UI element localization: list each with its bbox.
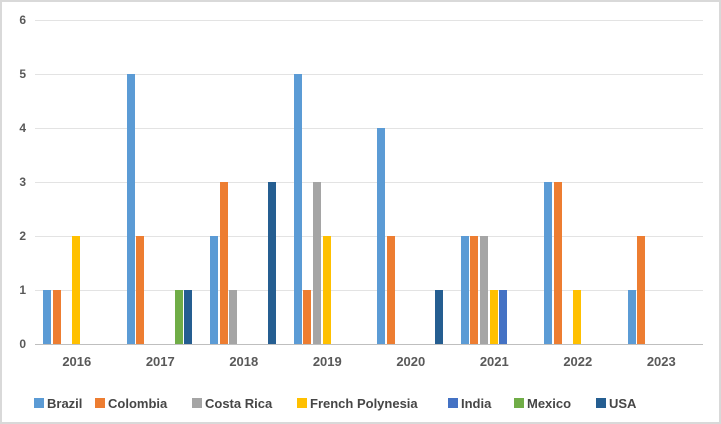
bar-brazil-2019 bbox=[293, 74, 302, 344]
legend-item-mexico: Mexico bbox=[514, 394, 571, 412]
bar-brazil-2023 bbox=[627, 290, 636, 344]
legend-swatch-icon bbox=[514, 398, 524, 408]
bar-costa-rica-2018 bbox=[229, 290, 238, 344]
bar-usa-2017 bbox=[184, 290, 193, 344]
x-axis-tick-label: 2018 bbox=[229, 354, 259, 369]
bar-colombia-2018 bbox=[219, 182, 228, 344]
plot-area bbox=[35, 20, 703, 345]
bar-colombia-2016 bbox=[52, 290, 61, 344]
legend-label: Costa Rica bbox=[205, 395, 273, 411]
gridline bbox=[35, 236, 703, 237]
y-axis-tick-label: 6 bbox=[19, 13, 26, 27]
bar-usa-2018 bbox=[267, 182, 276, 344]
bar-colombia-2021 bbox=[470, 236, 479, 344]
legend-swatch-icon bbox=[192, 398, 202, 408]
y-axis-tick-label: 2 bbox=[19, 229, 26, 243]
y-axis-tick-label: 5 bbox=[19, 67, 26, 81]
legend-item-french-polynesia: French Polynesia bbox=[297, 394, 418, 412]
bar-usa-2020 bbox=[434, 290, 443, 344]
bar-french-polynesia-2019 bbox=[322, 236, 331, 344]
x-axis-tick-label: 2021 bbox=[479, 354, 509, 369]
bar-brazil-2018 bbox=[210, 236, 219, 344]
x-axis-line bbox=[35, 344, 703, 345]
legend: Brazil Colombia Costa Rica French Polynesia… bbox=[2, 394, 719, 416]
legend-label: Mexico bbox=[527, 395, 572, 411]
bar-brazil-2017 bbox=[126, 74, 135, 344]
bar-french-polynesia-2016 bbox=[72, 236, 80, 344]
legend-item-usa: USA bbox=[596, 394, 636, 412]
bar-mexico-2017 bbox=[174, 290, 183, 344]
gridline bbox=[35, 128, 703, 129]
legend-label: India bbox=[461, 395, 492, 411]
bar-colombia-2020 bbox=[386, 236, 395, 344]
x-axis-tick-label: 2022 bbox=[563, 354, 593, 369]
legend-label: Colombia bbox=[108, 395, 168, 411]
y-axis-tick-label: 0 bbox=[19, 337, 26, 351]
bar-brazil-2022 bbox=[544, 182, 553, 344]
x-axis-tick-label: 2023 bbox=[646, 354, 676, 369]
gridline bbox=[35, 74, 703, 75]
bar-brazil-2020 bbox=[377, 128, 386, 344]
x-axis-tick-label: 2020 bbox=[396, 354, 426, 369]
legend-item-colombia: Colombia bbox=[95, 394, 167, 412]
legend-swatch-icon bbox=[95, 398, 105, 408]
legend-label: French Polynesia bbox=[310, 395, 418, 411]
bar-india-2021 bbox=[499, 290, 507, 344]
x-axis-tick-label: 2019 bbox=[312, 354, 342, 369]
legend-swatch-icon bbox=[596, 398, 606, 408]
bar-costa-rica-2021 bbox=[479, 236, 488, 344]
gridline bbox=[35, 20, 703, 21]
y-axis-tick-label: 3 bbox=[19, 175, 26, 189]
bar-brazil-2016 bbox=[43, 290, 52, 344]
bar-colombia-2019 bbox=[303, 290, 312, 344]
legend-swatch-icon bbox=[34, 398, 44, 408]
bar-colombia-2023 bbox=[637, 236, 646, 344]
legend-label: USA bbox=[609, 395, 637, 411]
x-axis-tick-label: 2017 bbox=[145, 354, 175, 369]
y-axis-tick-label: 1 bbox=[19, 283, 26, 297]
legend-item-brazil: Brazil bbox=[34, 394, 82, 412]
bar-colombia-2017 bbox=[136, 236, 145, 344]
gridline bbox=[35, 182, 703, 183]
bar-french-polynesia-2021 bbox=[489, 290, 498, 344]
legend-label: Brazil bbox=[47, 395, 83, 411]
x-axis-tick-label: 2016 bbox=[62, 354, 92, 369]
legend-swatch-icon bbox=[448, 398, 458, 408]
bar-brazil-2021 bbox=[460, 236, 469, 344]
y-axis-tick-label: 4 bbox=[19, 121, 26, 135]
gridline bbox=[35, 290, 703, 291]
legend-swatch-icon bbox=[297, 398, 307, 408]
legend-item-costa-rica: Costa Rica bbox=[192, 394, 272, 412]
legend-item-india: India bbox=[448, 394, 491, 412]
bar-colombia-2022 bbox=[553, 182, 562, 344]
bar-french-polynesia-2022 bbox=[573, 290, 581, 344]
bar-costa-rica-2019 bbox=[312, 182, 321, 344]
